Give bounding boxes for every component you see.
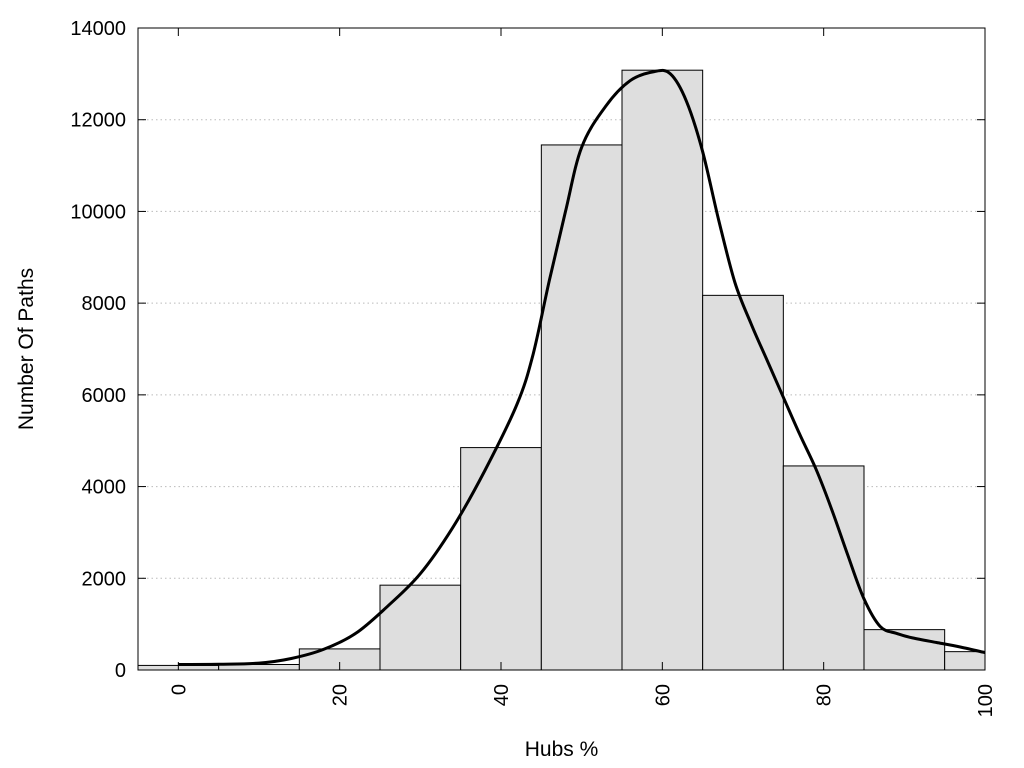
- trend-curve: [178, 68, 986, 666]
- x-tick-label: 0: [168, 684, 190, 695]
- bar: [379, 584, 462, 671]
- y-tick-label: 12000: [70, 110, 126, 132]
- y-tick-label: 14000: [70, 18, 126, 40]
- x-axis-title: Hubs %: [525, 738, 599, 761]
- y-tick-label: 0: [115, 660, 126, 682]
- density-curve: [178, 68, 986, 666]
- bars: [137, 69, 986, 671]
- bar: [460, 447, 542, 671]
- y-tick-label: 6000: [82, 385, 127, 407]
- bar: [944, 651, 986, 671]
- bar: [621, 69, 704, 671]
- x-axis: 0 20 40 60 80 100: [168, 28, 997, 717]
- bar: [540, 144, 623, 671]
- bar: [782, 465, 865, 671]
- x-tick-label: 80: [814, 684, 836, 706]
- x-tick-label: 100: [975, 684, 997, 717]
- x-tick-label: 20: [330, 684, 352, 706]
- x-tick-label: 60: [652, 684, 674, 706]
- y-tick-label: 8000: [82, 293, 127, 315]
- y-tick-label: 2000: [82, 568, 127, 590]
- bar: [702, 294, 784, 671]
- plot-frame: [137, 27, 986, 671]
- y-axis: 0 2000 4000 6000 8000 10000 12000 14000: [70, 18, 985, 682]
- x-tick-label: 40: [491, 684, 513, 706]
- y-tick-label: 10000: [70, 201, 126, 223]
- y-axis-title: Number Of Paths: [15, 268, 38, 430]
- y-tick-label: 4000: [82, 477, 127, 499]
